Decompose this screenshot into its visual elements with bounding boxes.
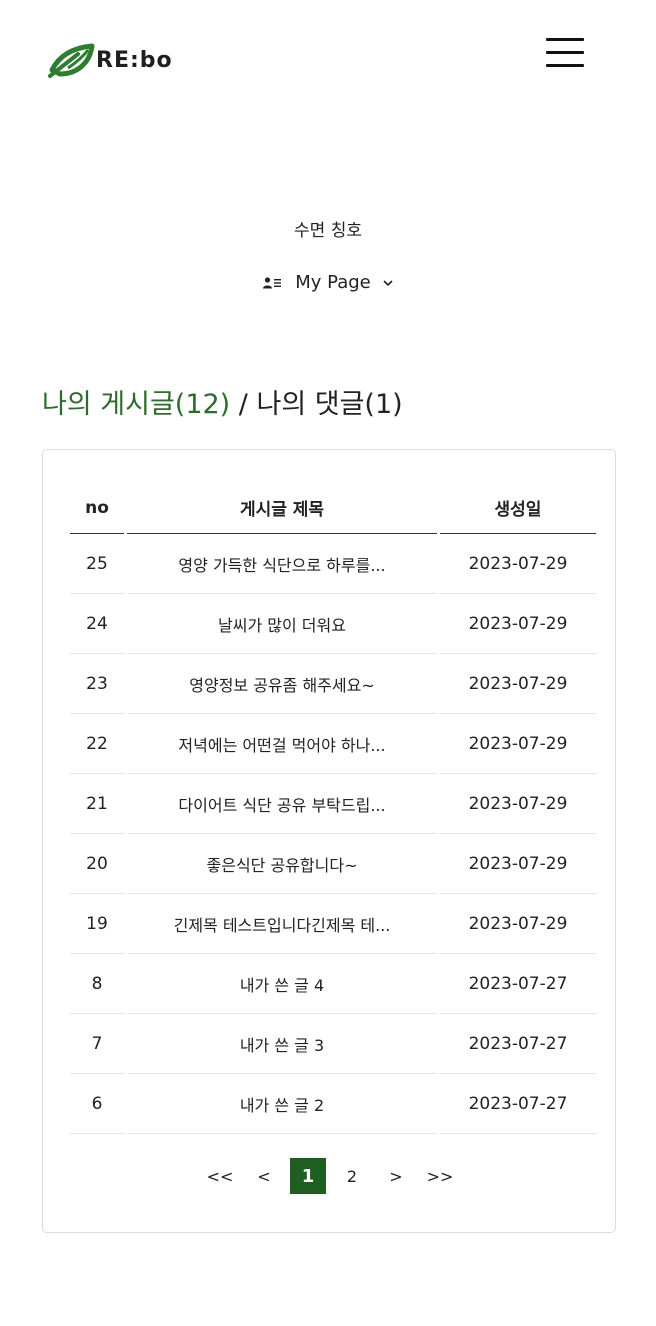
row-no: 7 — [70, 1014, 124, 1074]
user-title-badge: 수면 칭호 — [294, 221, 362, 241]
posts-table: no 게시글 제목 생성일 25 영양 가득한 식단으로 하루를... 2023… — [67, 482, 599, 1134]
page-last-button[interactable]: >> — [426, 1166, 454, 1186]
row-title-link[interactable]: 영양정보 공유좀 해주세요~ — [127, 654, 437, 714]
row-title-link[interactable]: 영양 가득한 식단으로 하루를... — [127, 534, 437, 594]
posts-card: no 게시글 제목 생성일 25 영양 가득한 식단으로 하루를... 2023… — [42, 449, 616, 1233]
row-no: 19 — [70, 894, 124, 954]
table-row[interactable]: 22 저녁에는 어떤걸 먹어야 하나... 2023-07-29 — [70, 714, 596, 774]
pagination: << < 1 2 > >> — [43, 1158, 617, 1194]
row-date: 2023-07-29 — [440, 894, 596, 954]
column-header-no: no — [70, 482, 124, 534]
logo-leaf-icon — [48, 43, 95, 78]
logo[interactable]: RE:bo — [48, 40, 176, 80]
table-row[interactable]: 19 긴제목 테스트입니다긴제목 테... 2023-07-29 — [70, 894, 596, 954]
table-header-row: no 게시글 제목 생성일 — [70, 482, 596, 534]
page-number-button[interactable]: 2 — [346, 1166, 358, 1186]
table-row[interactable]: 21 다이어트 식단 공유 부탁드립... 2023-07-29 — [70, 774, 596, 834]
column-header-title: 게시글 제목 — [127, 482, 437, 534]
row-no: 8 — [70, 954, 124, 1014]
row-no: 23 — [70, 654, 124, 714]
row-no: 24 — [70, 594, 124, 654]
chevron-down-icon — [383, 279, 393, 286]
row-no: 25 — [70, 534, 124, 594]
logo-text: RE:bo — [96, 47, 173, 73]
tab-my-comments[interactable]: 나의 댓글(1) — [256, 389, 403, 420]
table-row[interactable]: 23 영양정보 공유좀 해주세요~ 2023-07-29 — [70, 654, 596, 714]
row-title-link[interactable]: 저녁에는 어떤걸 먹어야 하나... — [127, 714, 437, 774]
table-row[interactable]: 8 내가 쓴 글 4 2023-07-27 — [70, 954, 596, 1014]
row-no: 22 — [70, 714, 124, 774]
row-date: 2023-07-29 — [440, 774, 596, 834]
table-row[interactable]: 7 내가 쓴 글 3 2023-07-27 — [70, 1014, 596, 1074]
table-row[interactable]: 24 날씨가 많이 더워요 2023-07-29 — [70, 594, 596, 654]
page-first-button[interactable]: << — [206, 1166, 234, 1186]
row-date: 2023-07-29 — [440, 654, 596, 714]
row-title-link[interactable]: 긴제목 테스트입니다긴제목 테... — [127, 894, 437, 954]
page-prev-button[interactable]: < — [257, 1166, 271, 1186]
row-title-link[interactable]: 내가 쓴 글 4 — [127, 954, 437, 1014]
row-date: 2023-07-29 — [440, 834, 596, 894]
tab-my-posts[interactable]: 나의 게시글(12) — [42, 389, 231, 420]
user-list-icon — [263, 276, 282, 288]
page-number-button-current[interactable]: 1 — [290, 1158, 326, 1194]
mypage-dropdown[interactable]: My Page — [0, 272, 656, 293]
row-title-link[interactable]: 다이어트 식단 공유 부탁드립... — [127, 774, 437, 834]
row-title-link[interactable]: 내가 쓴 글 3 — [127, 1014, 437, 1074]
table-row[interactable]: 25 영양 가득한 식단으로 하루를... 2023-07-29 — [70, 534, 596, 594]
table-row[interactable]: 20 좋은식단 공유합니다~ 2023-07-29 — [70, 834, 596, 894]
row-date: 2023-07-29 — [440, 534, 596, 594]
row-date: 2023-07-27 — [440, 1074, 596, 1134]
table-row[interactable]: 6 내가 쓴 글 2 2023-07-27 — [70, 1074, 596, 1134]
page-next-button[interactable]: > — [389, 1166, 403, 1186]
hamburger-menu-icon[interactable] — [546, 38, 584, 68]
row-date: 2023-07-29 — [440, 714, 596, 774]
row-date: 2023-07-27 — [440, 1014, 596, 1074]
row-title-link[interactable]: 날씨가 많이 더워요 — [127, 594, 437, 654]
row-title-link[interactable]: 좋은식단 공유합니다~ — [127, 834, 437, 894]
row-date: 2023-07-27 — [440, 954, 596, 1014]
header: RE:bo — [0, 0, 656, 110]
mypage-label: My Page — [295, 272, 371, 293]
row-title-link[interactable]: 내가 쓴 글 2 — [127, 1074, 437, 1134]
section-heading: 나의 게시글(12) / 나의 댓글(1) — [42, 382, 403, 421]
row-date: 2023-07-29 — [440, 594, 596, 654]
row-no: 21 — [70, 774, 124, 834]
tab-separator: / — [230, 389, 257, 420]
row-no: 6 — [70, 1074, 124, 1134]
row-no: 20 — [70, 834, 124, 894]
column-header-date: 생성일 — [440, 482, 596, 534]
